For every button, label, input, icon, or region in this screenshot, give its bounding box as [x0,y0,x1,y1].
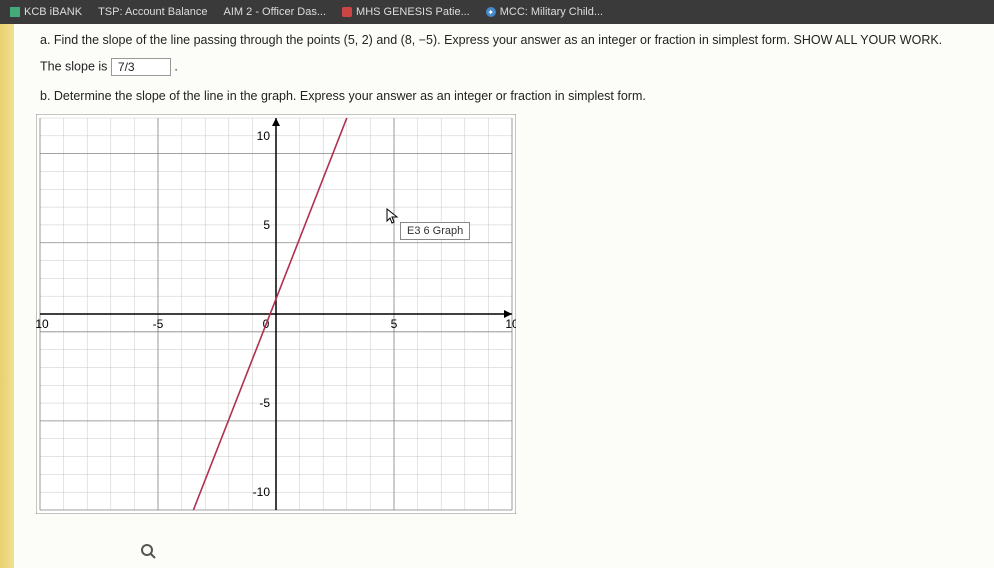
svg-text:-5: -5 [153,317,164,331]
question-a-text: a. Find the slope of the line passing th… [40,30,974,50]
bank-icon [10,7,20,17]
svg-text:10: 10 [505,317,516,331]
page-content: a. Find the slope of the line passing th… [0,24,994,568]
search-icon[interactable] [140,543,156,564]
tab-label: MCC: Military Child... [500,6,603,18]
svg-text:-5: -5 [259,396,270,410]
svg-text:5: 5 [391,317,398,331]
graph-svg: -10-55100105-5-10 [36,114,516,514]
highlight-bar [0,24,14,568]
graph-tooltip: E3 6 Graph [400,222,470,240]
tab-kcb[interactable]: KCB iBANK [10,6,82,18]
svg-text:5: 5 [263,218,270,232]
tab-aim2[interactable]: AIM 2 - Officer Das... [224,6,327,18]
question-b-text: b. Determine the slope of the line in th… [40,86,974,106]
svg-text:-10: -10 [36,317,49,331]
mcc-icon: ✦ [486,7,496,17]
tab-label: MHS GENESIS Patie... [356,6,470,18]
tab-label: KCB iBANK [24,6,82,18]
health-icon [342,7,352,17]
cursor-icon [386,208,400,227]
slope-label: The slope is [40,59,107,73]
browser-tab-bar: KCB iBANK TSP: Account Balance AIM 2 - O… [0,0,994,24]
svg-text:-10: -10 [253,485,271,499]
slope-answer-input[interactable]: 7/3 [111,58,171,76]
tab-label: TSP: Account Balance [98,6,207,18]
graph[interactable]: -10-55100105-5-10 E3 6 Graph [36,114,516,514]
tab-tsp[interactable]: TSP: Account Balance [98,6,207,18]
slope-answer-line: The slope is 7/3 . [40,58,974,76]
svg-text:10: 10 [257,129,271,143]
period: . [174,59,177,73]
tab-mcc[interactable]: ✦ MCC: Military Child... [486,6,603,18]
tab-label: AIM 2 - Officer Das... [224,6,327,18]
taskbar-peek [140,543,156,564]
tab-mhs[interactable]: MHS GENESIS Patie... [342,6,470,18]
